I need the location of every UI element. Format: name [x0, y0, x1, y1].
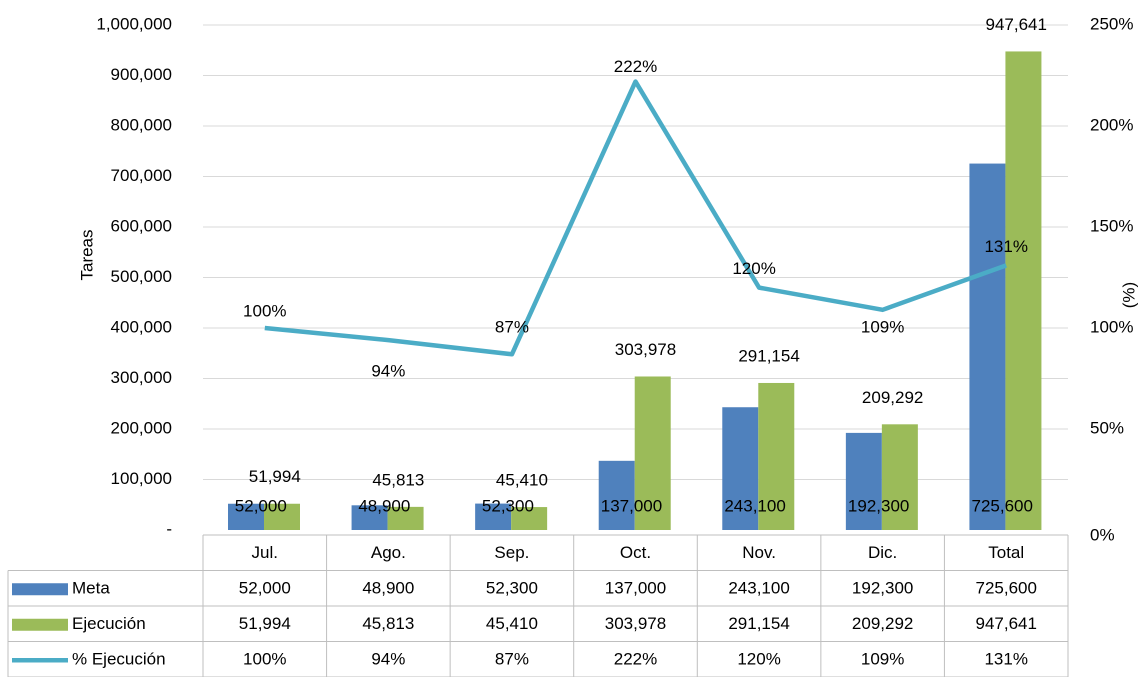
table-cell: 45,813: [362, 614, 414, 633]
bar: [351, 505, 388, 530]
data-label: 52,300: [482, 496, 534, 515]
table-cell: 291,154: [728, 614, 789, 633]
bar: [969, 163, 1006, 530]
x-tick-label: Oct.: [620, 543, 651, 562]
data-label: 131%: [984, 237, 1027, 256]
data-label: 303,978: [615, 340, 676, 359]
table-cell: 222%: [614, 650, 657, 669]
bar: [881, 424, 918, 530]
table-cell: 45,410: [486, 614, 538, 633]
bar: [634, 376, 671, 530]
legend-label: Ejecución: [72, 614, 146, 633]
y-tick-label: 800,000: [111, 115, 172, 134]
table-cell: 243,100: [728, 579, 789, 598]
x-tick-label: Dic.: [868, 543, 897, 562]
bar: [264, 503, 300, 530]
x-tick-label: Nov.: [742, 543, 776, 562]
y2-axis-label: (%): [1119, 282, 1138, 308]
y2-tick-label: 0%: [1090, 525, 1115, 544]
bar: [845, 432, 882, 530]
data-label: 87%: [495, 318, 529, 337]
table-cell: 48,900: [362, 579, 414, 598]
data-label: 48,900: [358, 496, 410, 515]
x-tick-label: Ago.: [371, 543, 406, 562]
data-label: 137,000: [601, 496, 662, 515]
table-cell: 100%: [243, 650, 286, 669]
y-tick-label: 600,000: [111, 216, 172, 235]
y2-tick-label: 200%: [1090, 115, 1133, 134]
legend-label: Meta: [72, 579, 110, 598]
table-cell: 131%: [984, 650, 1027, 669]
data-label: 947,641: [985, 15, 1046, 34]
table-cell: 52,300: [486, 579, 538, 598]
y-axis-label: Tareas: [77, 229, 96, 280]
x-tick-label: Jul.: [252, 543, 278, 562]
data-label: 209,292: [862, 388, 923, 407]
table-cell: 303,978: [605, 614, 666, 633]
legend-key: [12, 618, 68, 631]
y-tick-label: -: [166, 519, 172, 538]
table-cell: 209,292: [852, 614, 913, 633]
bar: [1005, 51, 1042, 531]
bar: [598, 460, 635, 530]
data-label: 52,000: [235, 496, 287, 515]
y2-tick-label: 50%: [1090, 418, 1124, 437]
table-cell: 51,994: [239, 614, 291, 633]
x-tick-label: Sep.: [494, 543, 529, 562]
table-cell: 725,600: [975, 579, 1036, 598]
data-label: 94%: [371, 362, 405, 381]
data-label: 291,154: [738, 346, 799, 365]
data-label: 725,600: [971, 496, 1032, 515]
bar: [758, 382, 795, 530]
table-cell: 120%: [737, 650, 780, 669]
y-tick-label: 500,000: [111, 267, 172, 286]
data-label: 109%: [861, 317, 904, 336]
legend-label: % Ejecución: [72, 650, 166, 669]
bar: [475, 503, 512, 530]
y-tick-label: 100,000: [111, 469, 172, 488]
y2-tick-label: 150%: [1090, 216, 1133, 235]
bar: [511, 507, 548, 530]
bar: [722, 407, 759, 530]
data-label: 120%: [732, 259, 775, 278]
table-cell: 109%: [861, 650, 904, 669]
data-label: 51,994: [249, 467, 301, 486]
data-label: 45,410: [496, 471, 548, 490]
table-cell: 137,000: [605, 579, 666, 598]
table-cell: 192,300: [852, 579, 913, 598]
data-label: 100%: [243, 301, 286, 320]
y2-tick-label: 250%: [1090, 14, 1133, 33]
data-label: 192,300: [848, 496, 909, 515]
data-label: 222%: [614, 57, 657, 76]
y-tick-label: 200,000: [111, 418, 172, 437]
bar: [228, 503, 264, 530]
y-tick-label: 700,000: [111, 166, 172, 185]
y-tick-label: 900,000: [111, 65, 172, 84]
y-tick-label: 1,000,000: [96, 14, 172, 33]
y-tick-label: 300,000: [111, 368, 172, 387]
table-cell: 947,641: [975, 614, 1036, 633]
legend-key: [12, 583, 68, 596]
bar: [387, 506, 424, 530]
y2-tick-label: 100%: [1090, 317, 1133, 336]
data-label: 243,100: [724, 496, 785, 515]
table-cell: 87%: [495, 650, 529, 669]
line: [264, 79, 1007, 357]
x-tick-label: Total: [988, 543, 1024, 562]
table-cell: 94%: [371, 650, 405, 669]
table-cell: 52,000: [239, 579, 291, 598]
y-tick-label: 400,000: [111, 317, 172, 336]
data-label: 45,813: [372, 470, 424, 489]
